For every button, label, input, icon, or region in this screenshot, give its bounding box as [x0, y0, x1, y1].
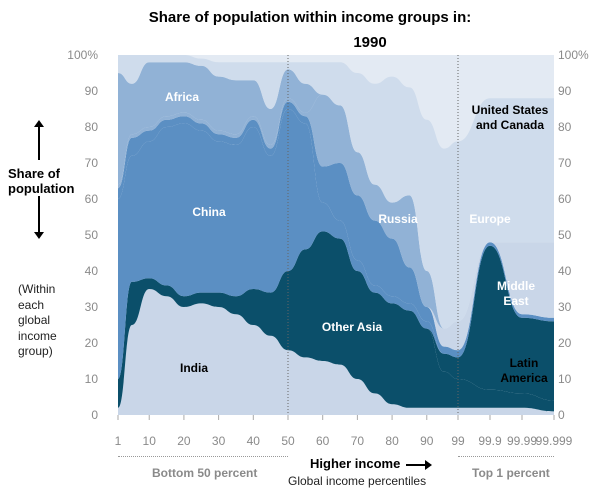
- y-tick-right: 30: [558, 300, 572, 314]
- footer-higher-income: Higher income: [310, 456, 433, 471]
- label-latin-america: Latin: [510, 356, 539, 370]
- y-tick-right: 0: [558, 408, 565, 422]
- y-axis-note: (Within each global income group): [18, 282, 57, 360]
- area-other-asia: [118, 231, 554, 412]
- area-africa: [118, 62, 554, 329]
- y-axis-note-line-5: group): [18, 344, 53, 358]
- x-tick-label: 70: [351, 434, 365, 448]
- area-china: [118, 109, 554, 379]
- footer-higher-income-label: Higher income: [310, 456, 401, 471]
- y-tick-left: 0: [91, 408, 98, 422]
- label-middle-east: East: [503, 294, 528, 308]
- footer-top-1-label: Top 1 percent: [472, 466, 550, 480]
- area-united-states-and-canada: [118, 55, 554, 329]
- label-middle-east: Middle: [497, 279, 535, 293]
- y-tick-left: 30: [85, 300, 99, 314]
- x-tick-label: 99: [451, 434, 465, 448]
- x-tick-label: 99.99: [507, 434, 537, 448]
- label-latin-america: America: [500, 371, 548, 385]
- label-africa: Africa: [165, 90, 199, 104]
- y-tick-right: 10: [558, 372, 572, 386]
- y-tick-right: 20: [558, 336, 572, 350]
- y-tick-left: 90: [85, 84, 99, 98]
- x-tick-label: 99.9: [478, 434, 502, 448]
- bottom-50-bracket: [118, 456, 288, 457]
- label-russia: Russia: [378, 212, 418, 226]
- y-axis-note-line-4: income: [18, 328, 57, 343]
- x-tick-label: 1: [115, 434, 122, 448]
- chart-title: Share of population within income groups…: [148, 9, 472, 26]
- y-axis-label: Share of population: [8, 166, 74, 196]
- y-tick-left: 40: [85, 264, 99, 278]
- y-axis-label-line-1: Share of: [8, 166, 61, 181]
- arrow-down-shaft: [38, 196, 40, 234]
- label-india: India: [180, 361, 208, 375]
- x-tick-label: 99.999: [536, 434, 573, 448]
- x-tick-label: 30: [212, 434, 226, 448]
- arrow-right-icon: [406, 459, 433, 470]
- chart-subtitle: 1990: [353, 34, 387, 51]
- y-tick-right: 40: [558, 264, 572, 278]
- x-tick-label: 60: [316, 434, 330, 448]
- y-tick-right: 80: [558, 120, 572, 134]
- y-tick-left: 20: [85, 336, 99, 350]
- top-1-bracket: [458, 456, 554, 457]
- arrow-down-icon: [34, 232, 44, 239]
- y-tick-left: 80: [85, 120, 99, 134]
- x-tick-label: 40: [247, 434, 261, 448]
- x-axis-label: Global income percentiles: [288, 474, 427, 488]
- y-axis-note-line-3: global: [18, 313, 51, 327]
- area-middle-east: [118, 231, 554, 401]
- label-other-asia: Other Asia: [322, 320, 383, 334]
- x-tick-label: 50: [281, 434, 295, 448]
- y-tick-right: 60: [558, 192, 572, 206]
- arrow-up-shaft: [38, 124, 40, 160]
- x-tick-label: 10: [143, 434, 157, 448]
- arrow-up-icon: [34, 120, 44, 127]
- area-russia: [118, 101, 554, 358]
- y-axis-label-line-2: population: [8, 181, 75, 196]
- area-india: [118, 289, 554, 415]
- y-axis-note-line-2: each: [18, 297, 45, 312]
- x-tick-label: 90: [420, 434, 434, 448]
- y-tick-left: 60: [85, 192, 99, 206]
- label-europe: Europe: [469, 212, 511, 226]
- label-united-states-and-canada: and Canada: [476, 118, 544, 132]
- y-tick-right: 70: [558, 156, 572, 170]
- label-united-states-and-canada: United States: [472, 103, 549, 117]
- y-tick-left: 10: [85, 372, 99, 386]
- y-tick-left: 100%: [67, 48, 98, 62]
- y-tick-left: 70: [85, 156, 99, 170]
- y-tick-right: 50: [558, 228, 572, 242]
- label-china: China: [192, 205, 226, 219]
- y-tick-left: 50: [85, 228, 99, 242]
- x-tick-label: 80: [385, 434, 399, 448]
- x-tick-label: 20: [177, 434, 191, 448]
- footer-bottom-50-label: Bottom 50 percent: [152, 466, 258, 480]
- area-europe: [118, 94, 554, 329]
- y-tick-right: 90: [558, 84, 572, 98]
- y-axis-note-line-1: (Within: [18, 282, 56, 296]
- y-tick-right: 100%: [558, 48, 589, 62]
